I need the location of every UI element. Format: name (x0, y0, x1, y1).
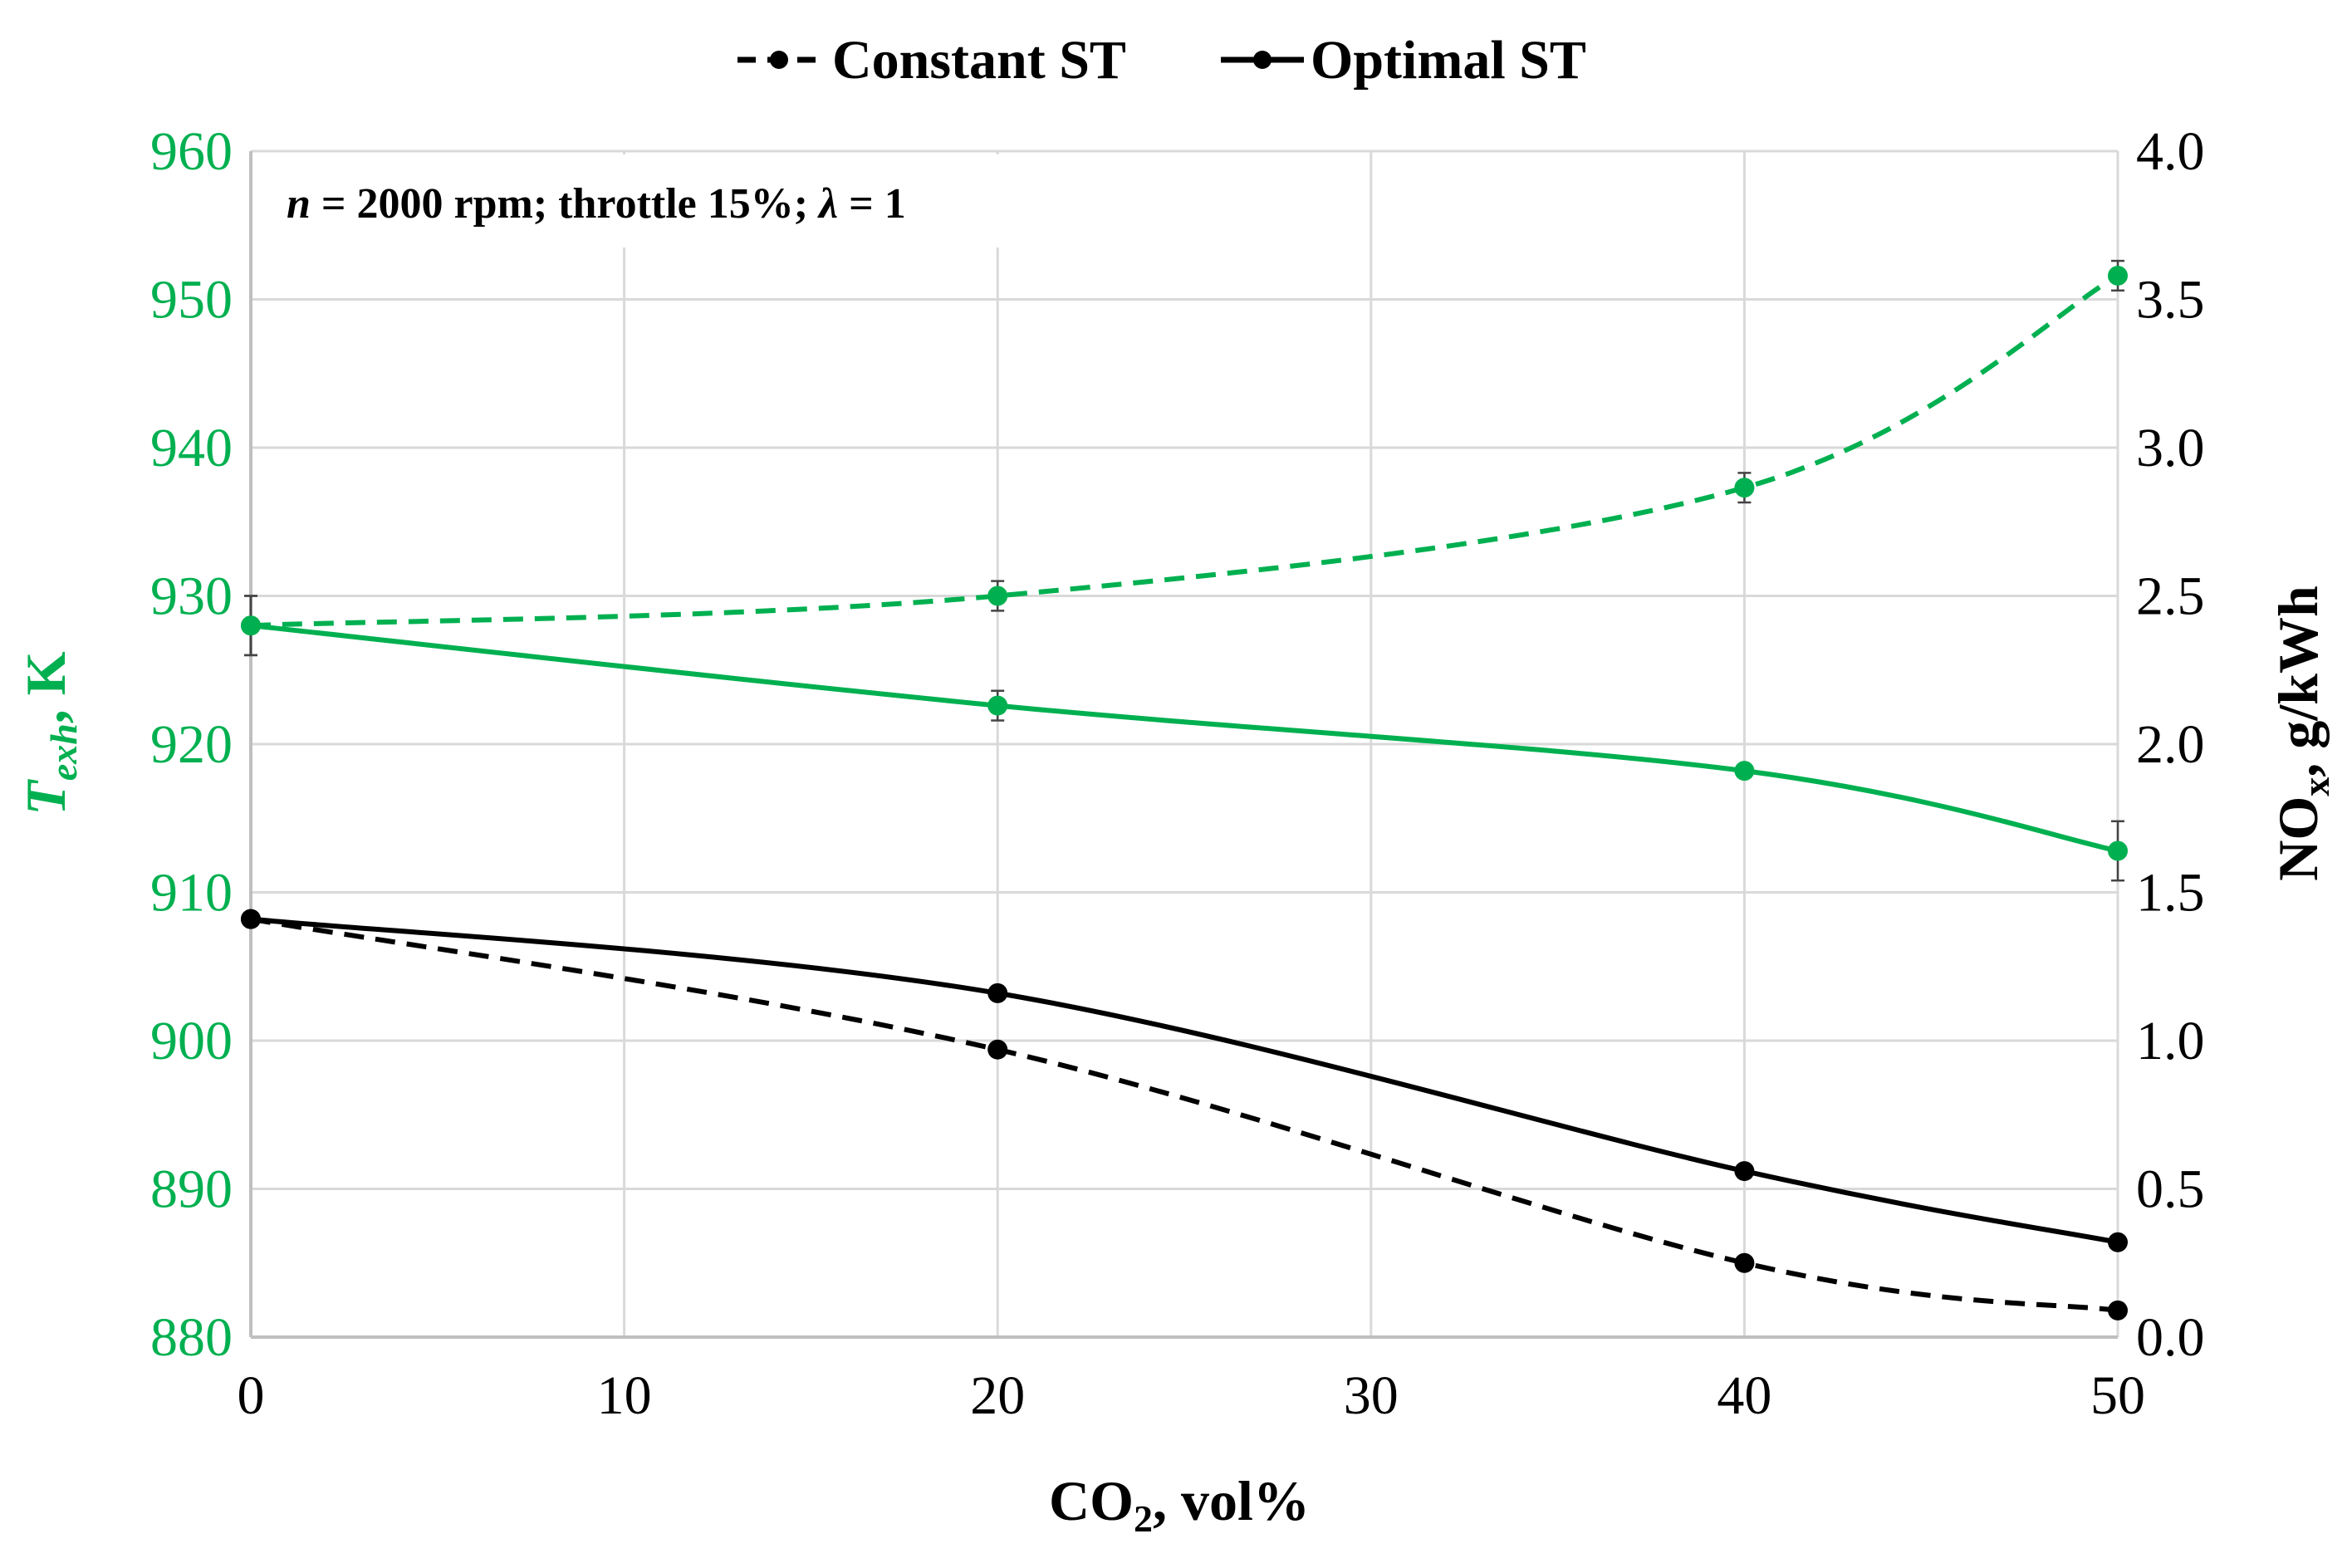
right-axis-title: NOx, g/kWh (2266, 586, 2337, 881)
data-point (1734, 1161, 1755, 1182)
legend-item-optimal: Optimal ST (1221, 30, 1586, 91)
legend-marker-optimal (1253, 51, 1272, 69)
x-tick-label: 10 (597, 1365, 652, 1426)
x-axis-title-suffix: , vol% (1153, 1469, 1310, 1532)
x-tick-label: 30 (1344, 1365, 1399, 1426)
series-t-exh-optimal-st (241, 595, 2128, 882)
left-tick-label: 900 (150, 1011, 233, 1071)
right-tick-label: 3.5 (2136, 270, 2205, 331)
x-axis-ticks: 0 10 20 30 40 50 (238, 1365, 2146, 1426)
left-axis-title-sub: exh (42, 723, 85, 781)
x-tick-label: 0 (238, 1365, 265, 1426)
data-point (987, 695, 1008, 716)
left-axis-title-main: T (14, 779, 77, 816)
annotation-lambda-symbol: λ (817, 180, 838, 228)
x-axis-title-prefix: CO (1049, 1469, 1134, 1532)
annotation-background (254, 154, 1093, 247)
legend-label-constant: Constant ST (832, 30, 1126, 91)
chart-annotation: n = 2000 rpm; throttle 15%; λ = 1 (287, 180, 906, 228)
series-line (250, 273, 2119, 629)
legend-label-optimal: Optimal ST (1311, 30, 1586, 91)
legend-marker-constant (770, 51, 788, 69)
series-layer (241, 259, 2128, 1321)
grid (249, 149, 2119, 1339)
data-point (2108, 265, 2128, 286)
left-axis-title-suffix: , K (14, 651, 77, 723)
right-tick-label: 0.5 (2136, 1159, 2205, 1220)
series-line (250, 916, 2119, 1313)
left-tick-label: 960 (150, 121, 233, 182)
annotation-n-symbol: n (287, 180, 311, 228)
left-tick-label: 890 (150, 1159, 233, 1220)
x-axis-title: CO2, vol% (1049, 1469, 1310, 1540)
data-point (987, 586, 1008, 606)
series-line (250, 916, 2119, 1245)
left-axis-title: Texh, K (14, 651, 85, 816)
right-axis-title-sub: x (2295, 777, 2337, 796)
data-point (1734, 761, 1755, 782)
x-tick-label: 50 (2090, 1365, 2145, 1426)
data-point (987, 982, 1008, 1003)
x-axis-title-sub: 2 (1134, 1497, 1153, 1540)
right-tick-label: 2.5 (2136, 566, 2205, 627)
right-axis-title-suffix: , g/kWh (2266, 586, 2330, 777)
right-tick-label: 1.0 (2136, 1011, 2205, 1071)
right-tick-label: 3.0 (2136, 418, 2205, 478)
legend-item-constant: Constant ST (737, 30, 1126, 91)
left-tick-label: 930 (150, 566, 233, 627)
data-point (2108, 1300, 2128, 1321)
data-point (2108, 1232, 2128, 1252)
right-tick-label: 2.0 (2136, 714, 2205, 775)
annotation-text-2: = 1 (838, 180, 906, 228)
left-tick-label: 880 (150, 1307, 233, 1368)
x-tick-label: 40 (1717, 1365, 1771, 1426)
x-tick-label: 20 (970, 1365, 1025, 1426)
right-tick-label: 0.0 (2136, 1307, 2205, 1368)
left-tick-label: 910 (150, 863, 233, 924)
data-point (987, 1039, 1008, 1060)
plot-frame (249, 151, 2119, 1339)
left-tick-label: 950 (150, 270, 233, 331)
left-tick-label: 940 (150, 418, 233, 478)
data-point (1734, 1252, 1755, 1273)
right-axis-title-prefix: NO (2266, 796, 2330, 881)
left-tick-label: 920 (150, 714, 233, 775)
data-point (1734, 478, 1755, 498)
right-tick-label: 4.0 (2136, 121, 2205, 182)
data-point (241, 615, 261, 636)
series-line (250, 623, 2119, 854)
annotation-text-1: = 2000 rpm; throttle 15%; (311, 180, 819, 228)
data-point (241, 909, 261, 929)
series-no-x-constant-st (241, 909, 2128, 1321)
right-axis-ticks: 0.0 0.5 1.0 1.5 2.0 2.5 3.0 3.5 4.0 (2136, 121, 2205, 1368)
series-no-x-optimal-st (241, 909, 2128, 1252)
legend: Constant ST Optimal ST (737, 30, 1586, 91)
right-tick-label: 1.5 (2136, 863, 2205, 924)
left-axis-ticks: 880 890 900 910 920 930 940 950 960 (150, 121, 233, 1368)
data-point (2108, 840, 2128, 861)
